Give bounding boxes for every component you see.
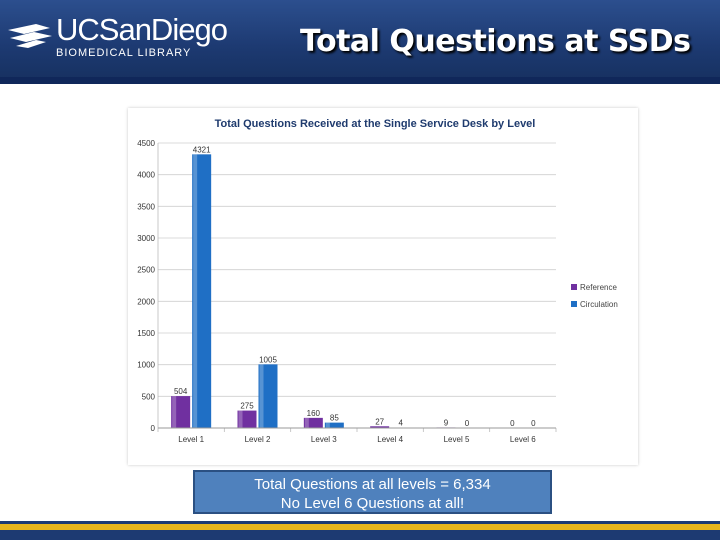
data-label: 85 bbox=[330, 414, 339, 423]
y-tick-label: 0 bbox=[151, 424, 156, 433]
legend-label: Reference bbox=[580, 283, 617, 292]
x-tick-label: Level 4 bbox=[377, 435, 403, 444]
logo-wordmark: UCSanDiego bbox=[56, 12, 228, 47]
y-tick-label: 3000 bbox=[137, 234, 155, 243]
slide-title: Total Questions at SSDs bbox=[300, 24, 691, 59]
data-label: 4321 bbox=[193, 145, 211, 154]
legend-swatch bbox=[571, 284, 577, 290]
y-axis-ticks: 0 500 1000 1500 2000 2500 3000 3500 4000 4500 bbox=[137, 139, 155, 433]
data-label: 4 bbox=[398, 419, 403, 428]
summary-total: Total Questions at all levels = 6,334 bbox=[254, 476, 491, 493]
header-banner: UCSanDiego BIOMEDICAL LIBRARY Total Ques… bbox=[0, 0, 720, 84]
y-tick-label: 4500 bbox=[137, 139, 155, 148]
x-tick-label: Level 1 bbox=[178, 435, 204, 444]
header-rule bbox=[0, 77, 720, 84]
summary-box: Total Questions at all levels = 6,334 No… bbox=[193, 470, 552, 514]
data-label: 0 bbox=[465, 419, 470, 428]
y-tick-label: 1000 bbox=[137, 361, 155, 370]
ucsd-logo: UCSanDiego BIOMEDICAL LIBRARY bbox=[6, 12, 246, 66]
grid-lines bbox=[157, 142, 556, 429]
chart-title: Total Questions Received at the Single S… bbox=[215, 118, 536, 130]
y-tick-label: 500 bbox=[142, 392, 156, 401]
bar-highlight bbox=[304, 417, 309, 428]
bar-highlight bbox=[325, 422, 330, 428]
data-labels: 504 4321 275 1005 160 85 27 4 9 0 0 0 bbox=[174, 145, 536, 428]
trident-logo-icon bbox=[8, 24, 52, 48]
data-label: 27 bbox=[375, 417, 384, 426]
logo-subtitle: BIOMEDICAL LIBRARY bbox=[56, 47, 192, 59]
x-tick-label: Level 3 bbox=[311, 435, 337, 444]
legend-swatch bbox=[571, 301, 577, 307]
bar-highlight bbox=[238, 410, 243, 428]
data-label: 0 bbox=[510, 419, 515, 428]
data-label: 160 bbox=[307, 409, 321, 418]
y-tick-label: 4000 bbox=[137, 171, 155, 180]
chart-panel: Total Questions Received at the Single S… bbox=[128, 108, 638, 465]
bar-reference-level-3 bbox=[303, 417, 323, 428]
y-tick-label: 3500 bbox=[137, 202, 155, 211]
data-label: 1005 bbox=[259, 355, 277, 364]
bar-circulation-level-1 bbox=[192, 154, 212, 428]
x-tick-label: Level 5 bbox=[444, 435, 470, 444]
bar-circulation-level-2 bbox=[258, 364, 278, 428]
bar-reference-level-4 bbox=[370, 426, 390, 428]
bar-highlight bbox=[259, 364, 264, 428]
data-label: 0 bbox=[531, 419, 536, 428]
x-tick-label: Level 6 bbox=[510, 435, 536, 444]
bar-highlight bbox=[193, 154, 198, 428]
y-tick-label: 2500 bbox=[137, 266, 155, 275]
data-label: 275 bbox=[240, 402, 254, 411]
legend: Reference Circulation bbox=[571, 283, 618, 309]
bar-chart: Total Questions Received at the Single S… bbox=[137, 118, 618, 444]
data-label: 9 bbox=[444, 418, 449, 427]
y-tick-label: 1500 bbox=[137, 329, 155, 338]
summary-note: No Level 6 Questions at all! bbox=[280, 495, 465, 512]
legend-label: Circulation bbox=[580, 300, 618, 309]
footer-stripe bbox=[0, 524, 720, 530]
bar-reference-level-1 bbox=[171, 396, 191, 428]
bar-highlight bbox=[172, 396, 177, 428]
data-label: 504 bbox=[174, 387, 188, 396]
y-tick-label: 2000 bbox=[137, 297, 155, 306]
bar-reference-level-2 bbox=[237, 410, 257, 428]
bars bbox=[171, 154, 456, 428]
bar-circulation-level-3 bbox=[324, 422, 344, 428]
x-axis-ticks: Level 1 Level 2 Level 3 Level 4 Level 5 Level… bbox=[157, 427, 557, 444]
x-tick-label: Level 2 bbox=[245, 435, 271, 444]
